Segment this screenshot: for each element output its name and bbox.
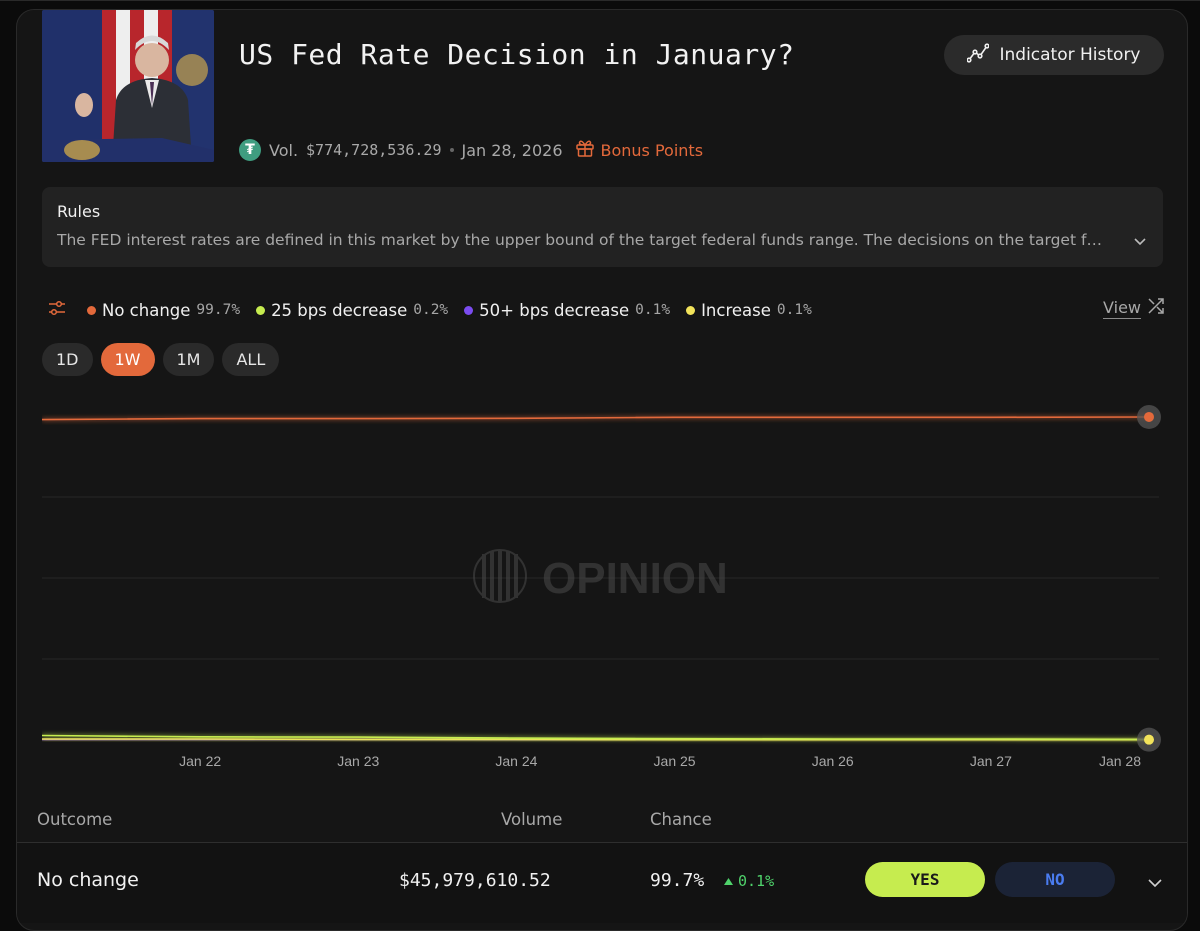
rules-panel[interactable]: Rules The FED interest rates are defined… (42, 187, 1163, 267)
legend-label: Increase (701, 301, 771, 320)
chance-change: 0.1% (723, 872, 774, 890)
series-line (42, 417, 1149, 420)
buy-no-button[interactable]: NO (995, 862, 1115, 897)
legend-label: 25 bps decrease (271, 301, 407, 320)
x-tick-label: Jan 27 (970, 753, 1012, 769)
end-date: Jan 28, 2026 (462, 141, 563, 160)
legend-item-50bps-decrease[interactable]: 50+ bps decrease 0.1% (462, 301, 670, 320)
legend-item-increase[interactable]: Increase 0.1% (684, 301, 812, 320)
tether-icon: ₮ (239, 139, 261, 161)
market-title: US Fed Rate Decision in January? (239, 38, 794, 71)
legend-dot (464, 306, 473, 315)
legend-label: No change (102, 301, 190, 320)
indicator-history-button[interactable]: Indicator History (944, 35, 1164, 75)
chance-header: Chance (650, 810, 712, 829)
x-tick-label: Jan 26 (812, 753, 854, 769)
legend-pct: 99.7% (196, 302, 240, 318)
chance-change-value: 0.1% (738, 872, 774, 890)
gift-icon (575, 138, 595, 162)
view-no-toggle[interactable]: View NO (1103, 297, 1165, 319)
range-1m-button[interactable]: 1M (163, 343, 215, 376)
table-row[interactable]: No change $45,979,610.52 99.7% 0.1% YES … (17, 843, 1187, 923)
view-prefix: View (1103, 298, 1141, 317)
view-toggle-label: View NO (1103, 298, 1141, 319)
legend-item-no-change[interactable]: No change 99.7% (85, 301, 240, 320)
legend-pct: 0.1% (777, 302, 812, 318)
outcome-chance: 99.7% (650, 870, 704, 891)
range-all-button[interactable]: ALL (222, 343, 279, 376)
legend-item-25bps-decrease[interactable]: 25 bps decrease 0.2% (254, 301, 448, 320)
market-meta: ₮ Vol. $774,728,536.29 Jan 28, 2026 Bonu… (239, 138, 703, 162)
indicator-history-label: Indicator History (999, 45, 1140, 65)
outcome-header: Outcome (37, 810, 112, 829)
x-tick-label: Jan 25 (654, 753, 696, 769)
x-tick-label: Jan 24 (495, 753, 537, 769)
legend-dot (256, 306, 265, 315)
filter-sliders-icon[interactable] (47, 299, 67, 321)
opinion-watermark: OPINION (474, 550, 728, 603)
watermark-text: OPINION (542, 554, 728, 603)
time-range-tabs: 1D 1W 1M ALL (42, 343, 279, 376)
x-tick-label: Jan 23 (337, 753, 379, 769)
meta-separator (450, 148, 454, 152)
endpoint-marker (1144, 735, 1154, 745)
legend-label: 50+ bps decrease (479, 301, 629, 320)
legend-pct: 0.1% (635, 302, 670, 318)
chevron-down-icon[interactable] (1133, 231, 1147, 250)
legend-dot (686, 306, 695, 315)
outcome-name: No change (37, 869, 139, 891)
range-1w-button[interactable]: 1W (101, 343, 155, 376)
outcome-volume: $45,979,610.52 (399, 870, 551, 891)
total-volume: $774,728,536.29 (306, 141, 441, 159)
bonus-points-link[interactable]: Bonus Points (575, 138, 704, 162)
legend-pct: 0.2% (413, 302, 448, 318)
trend-line-icon (967, 43, 989, 68)
legend-dot (87, 306, 96, 315)
triangle-up-icon (723, 872, 734, 890)
rules-text: The FED interest rates are defined in th… (57, 231, 1107, 249)
window-top-border (0, 0, 1200, 1)
endpoint-marker (1144, 412, 1154, 422)
market-thumbnail (42, 10, 214, 162)
expand-chevron-icon[interactable] (1147, 873, 1163, 892)
chart-legend: No change 99.7% 25 bps decrease 0.2% 50+… (47, 299, 826, 321)
x-axis-ticks: Jan 22 Jan 23 Jan 24 Jan 25 Jan 26 Jan 27 Jan … (179, 753, 1141, 769)
x-tick-label: Jan 22 (179, 753, 221, 769)
x-tick-label: Jan 28 (1099, 753, 1141, 769)
volume-label: Vol. (269, 141, 298, 160)
market-card: US Fed Rate Decision in January? Indicat… (16, 9, 1188, 931)
volume-header: Volume (501, 810, 562, 829)
range-1d-button[interactable]: 1D (42, 343, 93, 376)
swap-arrows-icon (1147, 297, 1165, 319)
rules-title: Rules (57, 202, 100, 221)
bonus-points-label: Bonus Points (601, 141, 704, 160)
buy-yes-button[interactable]: YES (865, 862, 985, 897)
